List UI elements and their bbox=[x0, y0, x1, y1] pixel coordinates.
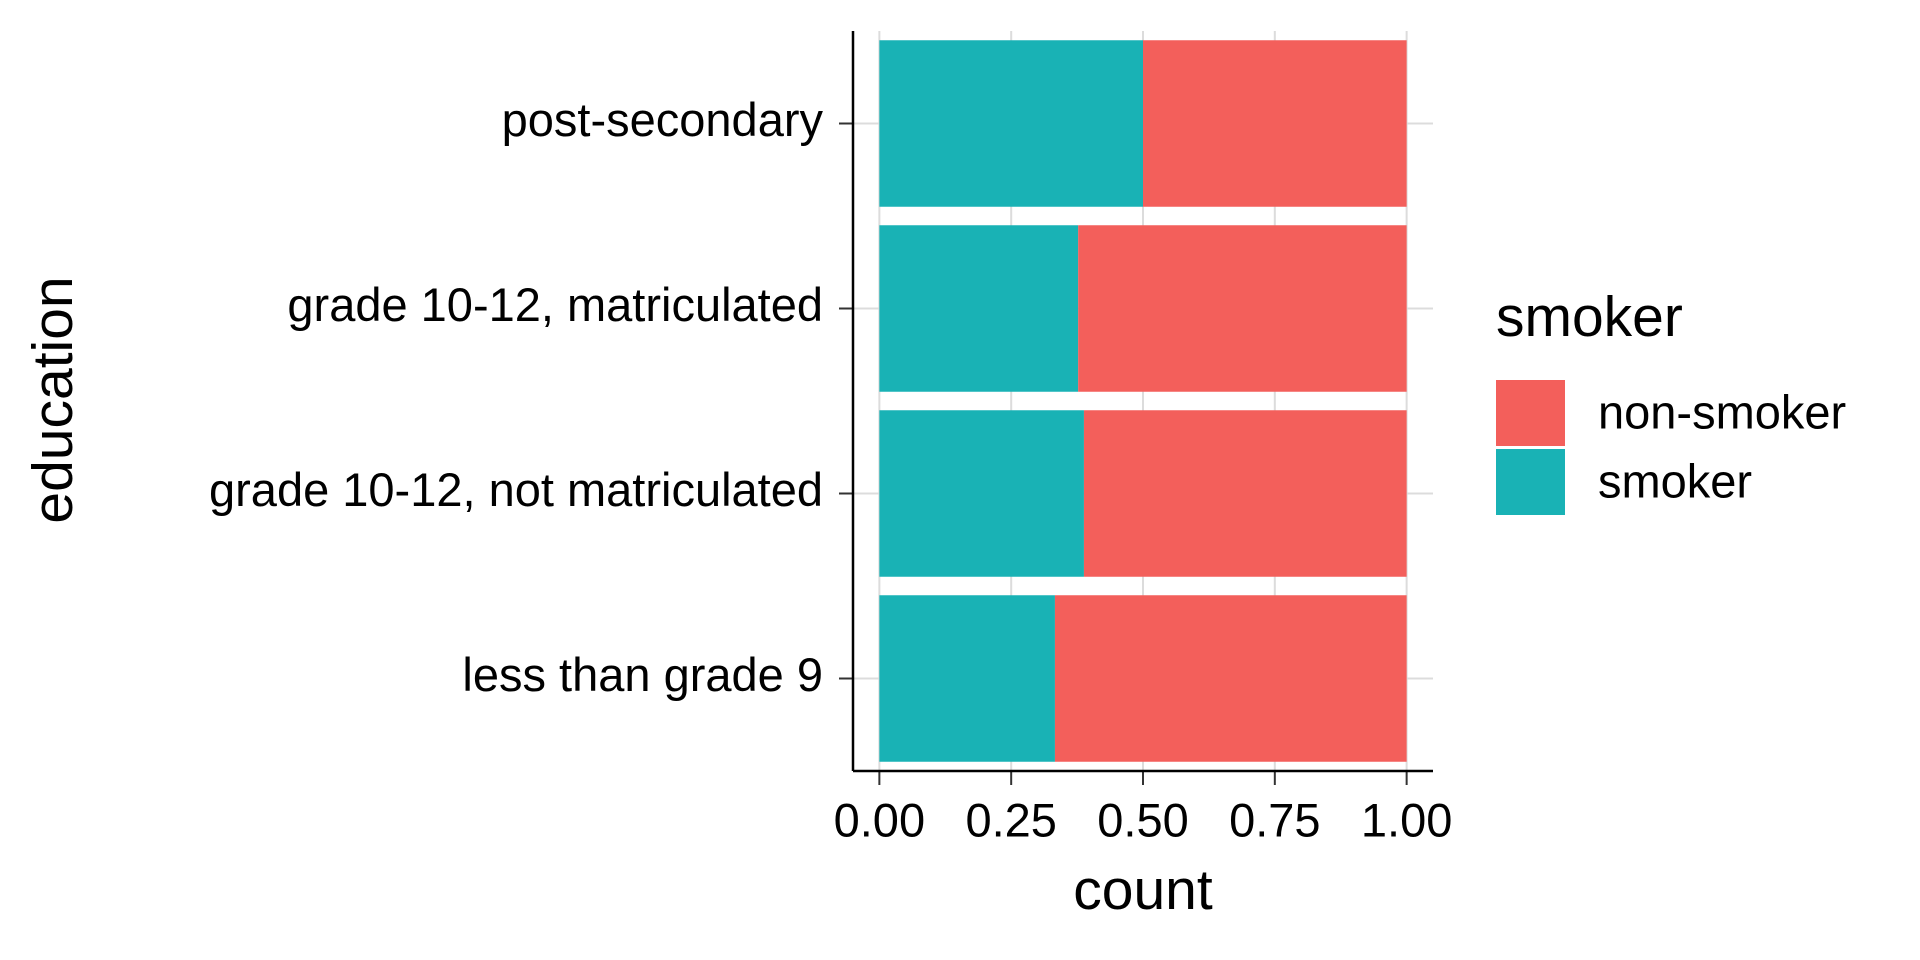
bar-segment bbox=[879, 225, 1079, 392]
legend-swatch bbox=[1496, 449, 1565, 515]
bar-segment bbox=[1143, 40, 1407, 207]
y-axis-title: education bbox=[21, 276, 85, 523]
bar-segment bbox=[1083, 410, 1407, 577]
legend-label: smoker bbox=[1598, 454, 1752, 507]
y-tick-label: less than grade 9 bbox=[462, 648, 823, 701]
legend-label: non-smoker bbox=[1598, 385, 1846, 438]
bar-segment bbox=[879, 410, 1084, 577]
bar-segment bbox=[1078, 225, 1407, 392]
x-tick-label: 0.50 bbox=[1097, 793, 1188, 846]
x-tick-label: 0.25 bbox=[965, 793, 1056, 846]
legend-title: smoker bbox=[1496, 285, 1683, 349]
bar-segment bbox=[879, 40, 1143, 207]
x-tick-label: 0.75 bbox=[1229, 793, 1320, 846]
y-tick-label: grade 10-12, matriculated bbox=[287, 278, 823, 331]
bar-segment bbox=[879, 595, 1055, 762]
bar-segment bbox=[1054, 595, 1407, 762]
x-tick-label: 1.00 bbox=[1361, 793, 1452, 846]
x-tick-label: 0.00 bbox=[834, 793, 925, 846]
y-tick-label: grade 10-12, not matriculated bbox=[209, 463, 823, 516]
x-axis-title: count bbox=[1073, 858, 1213, 922]
legend-swatch bbox=[1496, 380, 1565, 446]
y-tick-label: post-secondary bbox=[502, 93, 824, 146]
